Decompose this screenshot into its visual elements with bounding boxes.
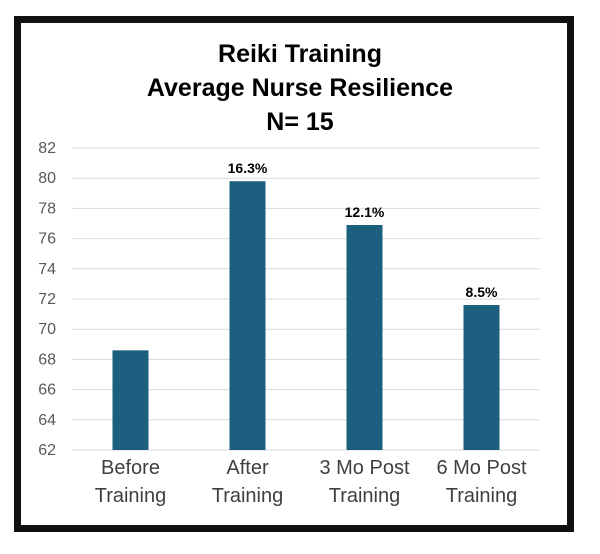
bar — [229, 181, 266, 450]
x-category-label: Training — [212, 485, 284, 507]
bars — [112, 181, 500, 450]
y-tick-label: 74 — [38, 261, 56, 278]
y-tick-label: 76 — [38, 231, 56, 248]
bar — [112, 350, 149, 450]
data-labels: 16.3% 12.1% 8.5% — [228, 160, 498, 300]
y-tick-label: 68 — [38, 351, 56, 368]
x-category-label: Before — [101, 457, 160, 479]
chart-title-line-3: N= 15 — [266, 108, 334, 136]
y-axis-ticks: 62 64 66 68 70 72 74 76 78 80 82 — [38, 140, 56, 459]
chart-frame — [14, 16, 574, 532]
bar — [346, 225, 383, 450]
y-tick-label: 82 — [38, 140, 56, 157]
y-tick-label: 70 — [38, 321, 56, 338]
chart-title-line-1: Reiki Training — [218, 40, 382, 68]
x-category-label: After — [226, 457, 269, 479]
data-label: 16.3% — [228, 160, 268, 176]
y-tick-label: 78 — [38, 200, 56, 217]
y-tick-label: 72 — [38, 291, 56, 308]
x-axis-categories: Before Training After Training 3 Mo Post Trai… — [95, 457, 527, 507]
x-category-label: Training — [446, 485, 518, 507]
y-tick-label: 80 — [38, 170, 56, 187]
x-category-label: 3 Mo Post — [319, 457, 409, 479]
x-category-label: 6 Mo Post — [436, 457, 526, 479]
x-category-label: Training — [329, 485, 401, 507]
x-category-label: Training — [95, 485, 167, 507]
y-tick-label: 64 — [38, 412, 56, 429]
data-label: 12.1% — [345, 204, 385, 220]
gridlines — [72, 147, 540, 451]
y-tick-label: 62 — [38, 442, 56, 459]
data-label: 8.5% — [466, 284, 498, 300]
chart-title-line-2: Average Nurse Resilience — [147, 74, 453, 102]
bar — [463, 305, 500, 450]
y-tick-label: 66 — [38, 382, 56, 399]
